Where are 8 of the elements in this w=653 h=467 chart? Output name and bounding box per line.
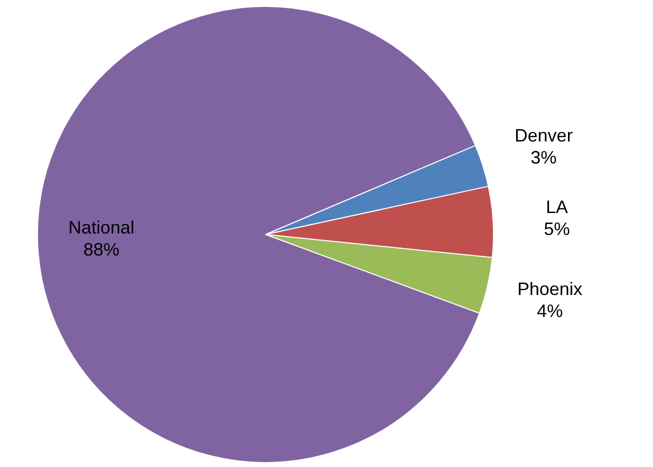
data-label: 3% bbox=[530, 147, 557, 168]
data-label: 5% bbox=[544, 219, 570, 240]
slice-label: National bbox=[68, 218, 134, 238]
data-label: 4% bbox=[536, 301, 563, 322]
slice-label: Denver bbox=[514, 125, 573, 146]
data-label: 88% bbox=[83, 240, 120, 260]
slice-label: LA bbox=[546, 197, 568, 218]
slice-label: Phoenix bbox=[517, 279, 582, 300]
